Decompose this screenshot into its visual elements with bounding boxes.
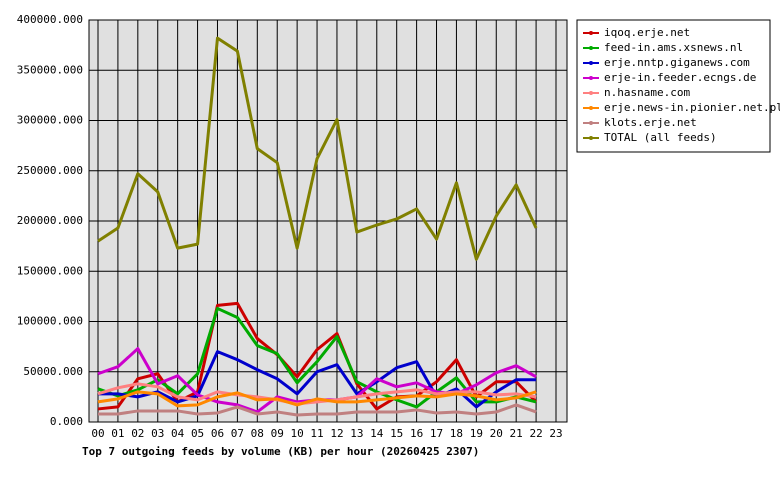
y-tick-label: 0.000 [50,415,83,428]
legend-marker [589,91,593,95]
legend-marker [589,106,593,110]
x-tick-label: 20 [490,427,503,440]
y-tick-label: 50000.000 [23,365,83,378]
legend-marker [589,76,593,80]
y-tick-label: 350000.000 [17,63,83,76]
chart-title: Top 7 outgoing feeds by volume (KB) per … [82,445,479,458]
y-tick-label: 300000.000 [17,114,83,127]
legend-marker [589,121,593,125]
legend-label: iqoq.erje.net [604,26,690,39]
legend-marker [589,31,593,35]
x-tick-label: 06 [211,427,224,440]
series-line [98,403,537,417]
y-tick-label: 150000.000 [17,264,83,277]
y-tick-label: 100000.000 [17,315,83,328]
series-line [97,382,537,406]
x-tick-label: 02 [131,427,144,440]
y-tick-label: 250000.000 [17,164,83,177]
series-line [97,306,537,409]
x-tick-label: 03 [151,427,164,440]
x-tick-label: 05 [191,427,204,440]
legend-label: TOTAL (all feeds) [604,131,717,144]
legend-label: klots.erje.net [604,116,697,129]
series-line [97,390,537,408]
legend-label: n.hasname.com [604,86,690,99]
y-tick-label: 400000.000 [17,13,83,26]
x-tick-label: 15 [390,427,403,440]
x-tick-label: 12 [330,427,343,440]
x-tick-label: 16 [410,427,423,440]
x-tick-label: 23 [549,427,562,440]
x-tick-label: 07 [231,427,244,440]
legend-box [576,19,771,153]
x-tick-label: 14 [370,427,384,440]
x-tick-label: 18 [450,427,463,440]
legend-marker [589,46,593,50]
x-tick-label: 11 [310,427,323,440]
x-tick-label: 21 [510,427,523,440]
legend-label: erje.nntp.giganews.com [604,56,750,69]
x-tick-label: 00 [91,427,104,440]
x-tick-label: 13 [350,427,363,440]
x-tick-label: 17 [430,427,443,440]
x-tick-label: 19 [470,427,483,440]
legend-label: erje.news-in.pionier.net.pl [604,101,780,114]
x-tick-label: 22 [529,427,542,440]
x-tick-label: 09 [271,427,284,440]
x-tick-label: 08 [251,427,264,440]
series-line [97,36,538,261]
x-tick-label: 01 [111,427,124,440]
legend-marker [589,136,593,140]
legend-marker [589,61,593,65]
x-tick-label: 10 [291,427,304,440]
y-tick-label: 200000.000 [17,214,83,227]
legend-label: feed-in.ams.xsnews.nl [604,41,743,54]
legend-label: erje-in.feeder.ecngs.de [604,71,756,84]
x-tick-label: 04 [171,427,185,440]
